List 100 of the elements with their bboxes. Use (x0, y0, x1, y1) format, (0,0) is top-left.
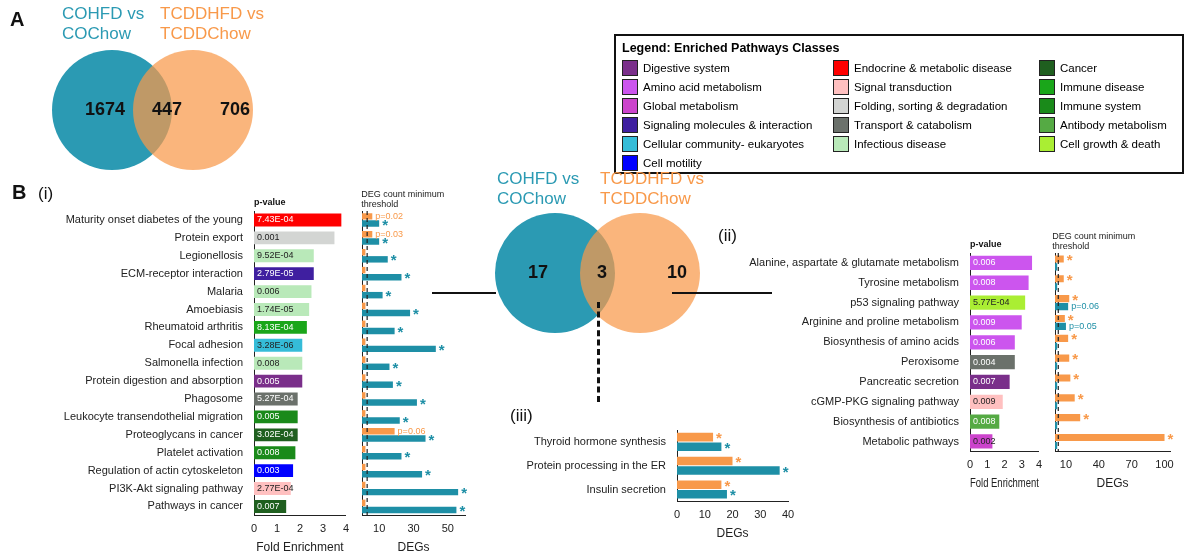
text: 3 (597, 262, 608, 283)
annotation: 9.52E-04 (257, 250, 294, 261)
bar (362, 213, 373, 220)
x-axis-title: DEGs (1096, 476, 1129, 491)
x-tick-label: 2 (1001, 458, 1008, 471)
bar (362, 410, 366, 417)
annotation: * (724, 476, 731, 494)
bar (1055, 354, 1070, 362)
x-tick-label: 10 (698, 508, 711, 521)
category-label: Signal transduction (854, 80, 952, 93)
annotation: * (1066, 270, 1073, 288)
text: 17 (528, 262, 549, 283)
x-tick-label: 1 (984, 458, 991, 471)
y-tick-label: Maturity onset diabetes of the young (65, 212, 243, 225)
category-label: Amino acid metabolism (643, 80, 762, 93)
annotation: * (385, 287, 392, 305)
y-tick-label: ECM-receptor interaction (120, 266, 243, 279)
bar (1055, 374, 1071, 382)
annotation: 0.006 (973, 257, 996, 268)
x-tick-label: 3 (1018, 458, 1025, 471)
bar (362, 435, 426, 442)
bar (362, 428, 395, 435)
x-tick-label: 0 (250, 522, 258, 535)
bar (1055, 255, 1064, 263)
y-tick-label: Pancreatic secretion (859, 374, 959, 387)
bar (362, 274, 402, 281)
category-label: Folding, sorting & degradation (854, 99, 1008, 112)
y-tick-label: Insulin secretion (586, 482, 666, 495)
annotation: 2.79E-05 (257, 268, 294, 279)
y-tick-label: Pathways in cancer (147, 499, 244, 512)
y-tick-label: Thyroid hormone synthesis (533, 434, 667, 447)
text: p-value (970, 239, 1002, 249)
annotation: 0.006 (257, 286, 280, 297)
x-tick-label: 1 (273, 522, 281, 535)
y-tick-label: Malaria (206, 284, 244, 297)
text: B (12, 181, 27, 203)
x-tick-label: 70 (1125, 458, 1138, 471)
legend-label: TCDDHFD vs TCDDChow (160, 4, 265, 44)
x-tick-label: 10 (373, 522, 386, 535)
x-tick-label: 40 (781, 508, 795, 521)
annotation: 3.02E-04 (257, 429, 294, 440)
y-tick-label: Metabolic pathways (862, 434, 960, 447)
y-tick-label: Proteoglycans in cancer (125, 427, 244, 440)
y-tick-label: Protein export (174, 230, 243, 243)
legend-label: COHFD vs COChow (62, 4, 145, 43)
bar (362, 256, 388, 263)
annotation: * (1072, 350, 1079, 368)
annotation: * (1077, 389, 1084, 407)
y-tick-label: Regulation of actin cytoskeleton (87, 463, 243, 476)
y-tick-label: Legionellosis (179, 248, 244, 261)
bar (677, 442, 722, 451)
x-tick-label: 4 (1035, 458, 1042, 471)
bar (362, 327, 395, 335)
annotation: 2.77E-04 (257, 483, 294, 494)
annotation: * (724, 438, 731, 456)
y-tick-label: Tyrosine metabolism (858, 275, 959, 288)
category-label: Cell motility (643, 156, 702, 169)
y-tick-label: Salmonella infection (144, 356, 243, 369)
bar (362, 338, 366, 345)
annotation: 0.009 (973, 396, 996, 407)
x-tick-label: 50 (441, 522, 454, 535)
x-axis-title: DEGs (397, 540, 430, 555)
legend-label: TCDDHFD vs TCDDChow (600, 169, 705, 209)
annotation: * (1083, 409, 1090, 427)
annotation: 0.001 (257, 232, 280, 243)
annotation: * (413, 305, 420, 323)
annotation: 5.27E-04 (257, 393, 294, 404)
annotation: * (735, 453, 742, 471)
x-axis-title: Fold Enrichment (970, 476, 1039, 490)
text: (ii) (718, 226, 737, 245)
category-label: Antibody metabolism (1060, 118, 1167, 131)
y-tick-label: Rheumatoid arthritis (144, 320, 244, 333)
annotation: 0.005 (257, 375, 280, 386)
annotation: 0.008 (257, 447, 280, 458)
annotation: 0.008 (973, 416, 996, 427)
bar (362, 231, 373, 238)
text: 1674 (85, 99, 126, 120)
category-label: Digestive system (643, 61, 730, 74)
bar (362, 356, 366, 363)
bar (362, 345, 436, 353)
ref-line-label: DEG count minimum threshold (1052, 231, 1136, 251)
x-tick-label: 20 (726, 508, 739, 521)
text: p-value (254, 197, 286, 207)
bar (362, 381, 393, 388)
ref-line-label: DEG count minimum threshold (361, 189, 445, 209)
category-label: Signaling molecules & interaction (643, 118, 813, 131)
y-tick-label: cGMP-PKG signaling pathway (811, 394, 960, 407)
y-tick-label: Biosynthesis of antibiotics (833, 414, 960, 427)
annotation: * (716, 429, 723, 447)
annotation: 0.004 (973, 356, 996, 367)
x-axis-title: Fold Enrichment (256, 540, 345, 555)
bar (362, 417, 400, 424)
bar (362, 238, 380, 245)
bar (677, 489, 727, 499)
annotation: 0.008 (973, 277, 996, 288)
x-tick-label: 30 (754, 508, 767, 521)
annotation: 0.007 (257, 500, 280, 511)
bar (362, 470, 423, 478)
bar (1055, 433, 1165, 442)
bar (970, 315, 1022, 330)
